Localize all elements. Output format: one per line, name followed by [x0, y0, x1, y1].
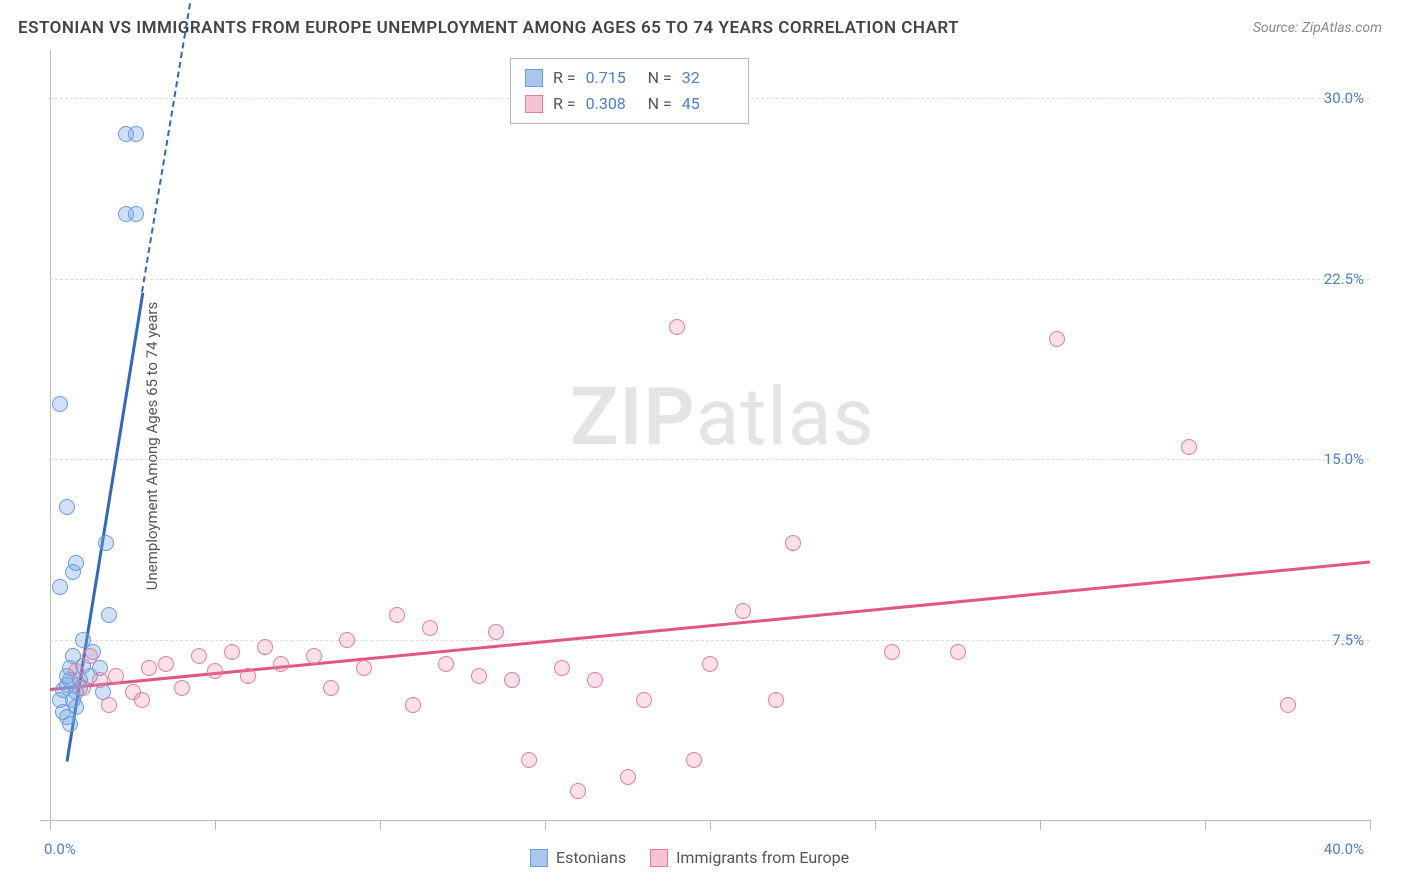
x-tick: [875, 820, 876, 830]
data-point: [702, 656, 718, 672]
data-point: [339, 632, 355, 648]
r-label: R =: [553, 65, 576, 91]
data-point: [488, 624, 504, 640]
x-tick: [1040, 820, 1041, 830]
grid-line: [50, 640, 1370, 641]
data-point: [587, 672, 603, 688]
data-point: [82, 648, 98, 664]
trend-line-dash: [141, 0, 199, 292]
data-point: [128, 126, 144, 142]
legend-item-estonians: Estonians: [530, 848, 626, 867]
data-point: [68, 699, 84, 715]
data-point: [950, 644, 966, 660]
data-point: [356, 660, 372, 676]
grid-line: [50, 459, 1370, 460]
data-point: [570, 783, 586, 799]
watermark: ZIPatlas: [570, 370, 875, 464]
n-value: 45: [682, 91, 734, 117]
data-point: [735, 603, 751, 619]
data-point: [504, 672, 520, 688]
r-label: R =: [553, 91, 576, 117]
legend-item-immigrants: Immigrants from Europe: [650, 848, 849, 867]
swatch-icon: [525, 69, 543, 87]
data-point: [405, 697, 421, 713]
data-point: [768, 692, 784, 708]
swatch-icon: [525, 95, 543, 113]
x-tick: [545, 820, 546, 830]
data-point: [191, 648, 207, 664]
data-point: [52, 579, 68, 595]
x-min-label: 0.0%: [44, 840, 76, 858]
data-point: [98, 535, 114, 551]
data-point: [92, 672, 108, 688]
data-point: [68, 663, 84, 679]
x-tick: [1205, 820, 1206, 830]
data-point: [1181, 439, 1197, 455]
x-tick: [710, 820, 711, 830]
data-point: [389, 607, 405, 623]
data-point: [101, 697, 117, 713]
data-point: [158, 656, 174, 672]
n-value: 32: [682, 65, 734, 91]
data-point: [422, 620, 438, 636]
stats-row-immigrants: R = 0.308 N = 45: [525, 91, 734, 117]
stats-row-estonians: R = 0.715 N = 32: [525, 65, 734, 91]
y-tick-label: 15.0%: [1324, 450, 1364, 468]
data-point: [224, 644, 240, 660]
data-point: [884, 644, 900, 660]
data-point: [471, 668, 487, 684]
data-point: [240, 668, 256, 684]
n-label: N =: [648, 91, 672, 117]
data-point: [1280, 697, 1296, 713]
legend: Estonians Immigrants from Europe: [530, 848, 849, 867]
grid-line: [50, 279, 1370, 280]
data-point: [1049, 331, 1065, 347]
data-point: [59, 499, 75, 515]
data-point: [207, 663, 223, 679]
data-point: [521, 752, 537, 768]
x-tick: [50, 820, 51, 830]
x-tick: [380, 820, 381, 830]
data-point: [52, 396, 68, 412]
data-point: [785, 535, 801, 551]
y-tick-label: 7.5%: [1332, 631, 1364, 649]
x-axis-line: [40, 820, 1370, 821]
data-point: [257, 639, 273, 655]
y-tick-label: 22.5%: [1324, 270, 1364, 288]
r-value: 0.308: [586, 91, 638, 117]
data-point: [75, 680, 91, 696]
data-point: [686, 752, 702, 768]
swatch-icon: [650, 849, 668, 867]
data-point: [669, 319, 685, 335]
y-axis-line: [50, 50, 51, 830]
n-label: N =: [648, 65, 672, 91]
chart-source: Source: ZipAtlas.com: [1253, 20, 1382, 36]
data-point: [108, 668, 124, 684]
r-value: 0.715: [586, 65, 638, 91]
data-point: [134, 692, 150, 708]
y-tick-label: 30.0%: [1324, 89, 1364, 107]
data-point: [554, 660, 570, 676]
data-point: [68, 555, 84, 571]
x-tick: [215, 820, 216, 830]
data-point: [174, 680, 190, 696]
data-point: [273, 656, 289, 672]
x-max-label: 40.0%: [1324, 840, 1364, 858]
x-tick: [1370, 820, 1371, 830]
data-point: [438, 656, 454, 672]
data-point: [306, 648, 322, 664]
chart-title: ESTONIAN VS IMMIGRANTS FROM EUROPE UNEMP…: [18, 18, 959, 38]
data-point: [620, 769, 636, 785]
swatch-icon: [530, 849, 548, 867]
data-point: [101, 607, 117, 623]
correlation-stats-box: R = 0.715 N = 32 R = 0.308 N = 45: [510, 58, 749, 124]
data-point: [128, 206, 144, 222]
legend-label: Estonians: [556, 848, 626, 867]
legend-label: Immigrants from Europe: [676, 848, 849, 867]
scatter-plot: ZIPatlas 7.5%15.0%22.5%30.0%0.0%40.0%: [50, 50, 1370, 820]
data-point: [323, 680, 339, 696]
data-point: [141, 660, 157, 676]
data-point: [636, 692, 652, 708]
